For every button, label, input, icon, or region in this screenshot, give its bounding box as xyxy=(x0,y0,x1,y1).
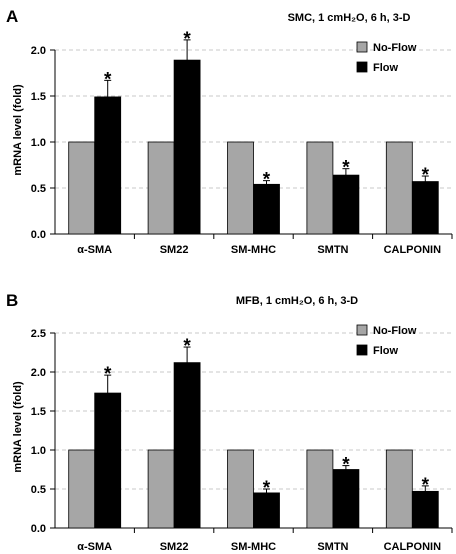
significance-star: * xyxy=(263,170,271,191)
bar-flow xyxy=(332,174,360,235)
panel-label: A xyxy=(6,7,18,26)
bar-no-flow xyxy=(227,449,254,529)
bar-no-flow xyxy=(306,449,334,529)
y-tick-label: 1.0 xyxy=(31,445,46,457)
y-tick-label: 1.5 xyxy=(31,91,46,103)
chart-panel-a: A SMC, 1 cmH₂O, 6 h, 3-D mRNA level (fol… xyxy=(6,7,453,256)
y-tick-label: 0.0 xyxy=(31,523,46,535)
bar-no-flow xyxy=(385,141,413,235)
category-label: SM-MHC xyxy=(231,541,276,553)
legend-swatch xyxy=(356,41,368,53)
legend-label: No-Flow xyxy=(373,42,417,54)
bar-flow xyxy=(253,492,280,529)
legend-swatch xyxy=(356,324,368,336)
y-tick-label: 0.5 xyxy=(31,484,46,496)
bar-flow xyxy=(94,392,122,529)
category-label: SMTN xyxy=(317,541,348,553)
y-tick-label: 1.5 xyxy=(31,406,46,418)
legend-label: Flow xyxy=(373,345,398,357)
y-axis-title: mRNA level (fold) xyxy=(12,381,24,473)
category-label: SM22 xyxy=(160,541,189,553)
category-label: α-SMA xyxy=(77,541,112,553)
y-tick-label: 1.0 xyxy=(31,137,46,149)
y-tick-label: 0.0 xyxy=(31,229,46,241)
y-axis-title: mRNA level (fold) xyxy=(12,84,24,176)
significance-star: * xyxy=(342,158,350,179)
chart-panel-b: B MFB, 1 cmH₂O, 6 h, 3-D mRNA level (fol… xyxy=(6,291,453,553)
bar-no-flow xyxy=(147,449,175,529)
significance-star: * xyxy=(183,336,191,357)
bar-flow xyxy=(411,181,439,235)
bar-flow xyxy=(411,490,439,529)
legend-label: No-Flow xyxy=(373,325,417,337)
bar-flow xyxy=(332,469,360,529)
significance-star: * xyxy=(104,364,112,385)
bar-no-flow xyxy=(227,141,254,235)
significance-star: * xyxy=(263,478,271,499)
significance-star: * xyxy=(342,455,350,476)
category-label: CALPONIN xyxy=(384,244,442,256)
category-label: SM-MHC xyxy=(231,244,276,256)
significance-star: * xyxy=(422,165,430,186)
significance-star: * xyxy=(104,69,112,90)
legend-label: Flow xyxy=(373,62,398,74)
category-label: CALPONIN xyxy=(384,541,442,553)
bar-flow xyxy=(94,96,122,235)
bar-no-flow xyxy=(147,141,175,235)
category-label: α-SMA xyxy=(77,244,112,256)
significance-star: * xyxy=(183,29,191,50)
y-tick-label: 0.5 xyxy=(31,183,46,195)
bar-no-flow xyxy=(68,141,96,235)
category-label: SM22 xyxy=(160,244,189,256)
bar-no-flow xyxy=(385,449,413,529)
bar-flow xyxy=(173,59,201,235)
category-label: SMTN xyxy=(317,244,348,256)
bar-flow xyxy=(253,183,280,235)
chart-title: SMC, 1 cmH₂O, 6 h, 3-D xyxy=(288,12,411,24)
bar-no-flow xyxy=(306,141,334,235)
bar-flow xyxy=(173,362,201,529)
legend-swatch xyxy=(356,344,368,356)
panel-label: B xyxy=(6,291,18,310)
legend-swatch xyxy=(356,61,368,73)
y-tick-label: 2.0 xyxy=(31,367,46,379)
chart-title: MFB, 1 cmH₂O, 6 h, 3-D xyxy=(236,295,358,307)
bar-no-flow xyxy=(68,449,96,529)
significance-star: * xyxy=(422,475,430,496)
y-tick-label: 2.0 xyxy=(31,45,46,57)
y-tick-label: 2.5 xyxy=(31,328,46,340)
